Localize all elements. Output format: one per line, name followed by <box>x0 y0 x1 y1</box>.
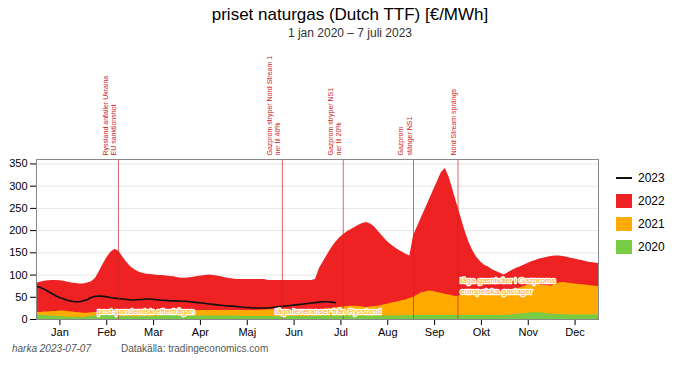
svg-text:350: 350 <box>9 157 27 169</box>
svg-text:0: 0 <box>21 313 27 325</box>
svg-text:Gazpromstänger NS1: Gazpromstänger NS1 <box>397 116 413 155</box>
svg-text:250: 250 <box>9 202 27 214</box>
svg-text:Gazprom stryper Nord Stream 1n: Gazprom stryper Nord Stream 1ner til 40% <box>266 56 281 156</box>
svg-text:Nov: Nov <box>518 326 538 338</box>
svg-text:Maj: Maj <box>238 326 256 338</box>
svg-text:Gazprom stryper NS1ner til 20%: Gazprom stryper NS1ner til 20% <box>327 88 342 156</box>
html-text:1 jan 2020 – 7 juli 2023: 1 jan 2020 – 7 juli 2023 <box>287 26 412 40</box>
html-text:2020: 2020 <box>638 240 665 254</box>
html-text:Datakälla: tradingeconomics.co: Datakälla: tradingeconomics.com <box>121 343 269 354</box>
svg-text:Feb: Feb <box>97 326 116 338</box>
svg-text:300: 300 <box>9 180 27 192</box>
svg-text:låga gasnivåer i Gazpromseurop: låga gasnivåer i Gazpromseuropeiska gasl… <box>460 276 555 295</box>
svg-text:Apr: Apr <box>192 326 209 338</box>
svg-text:Dec: Dec <box>565 326 585 338</box>
svg-text:Ryssland anfaller UkrainaEU sa: Ryssland anfaller UkrainaEU sanktionshot <box>102 76 117 156</box>
svg-text:150: 150 <box>9 246 27 258</box>
svg-text:Sep: Sep <box>425 326 445 338</box>
html-text:harka 2023-07-07: harka 2023-07-07 <box>12 343 91 354</box>
html-text:2023: 2023 <box>638 171 665 185</box>
svg-text:Aug: Aug <box>378 326 398 338</box>
svg-text:Nord Stream sprängs: Nord Stream sprängs <box>450 88 458 155</box>
svg-text:post-pandemisk efterfrågan: post-pandemisk efterfrågan <box>97 307 194 316</box>
svg-text:Mar: Mar <box>144 326 163 338</box>
svg-text:Jan: Jan <box>51 326 69 338</box>
svg-text:låga leveranser från Ryssland: låga leveranser från Ryssland <box>275 307 381 316</box>
svg-text:100: 100 <box>9 269 27 281</box>
svg-text:Okt: Okt <box>473 326 490 338</box>
svg-text:Jun: Jun <box>285 326 303 338</box>
html-text:2022: 2022 <box>638 194 665 208</box>
svg-text:Jul: Jul <box>334 326 348 338</box>
svg-text:200: 200 <box>9 224 27 236</box>
html-text:2021: 2021 <box>638 217 665 231</box>
svg-text:50: 50 <box>15 291 27 303</box>
html-text:priset naturgas (Dutch TTF) [€: priset naturgas (Dutch TTF) [€/MWh] <box>211 5 489 24</box>
